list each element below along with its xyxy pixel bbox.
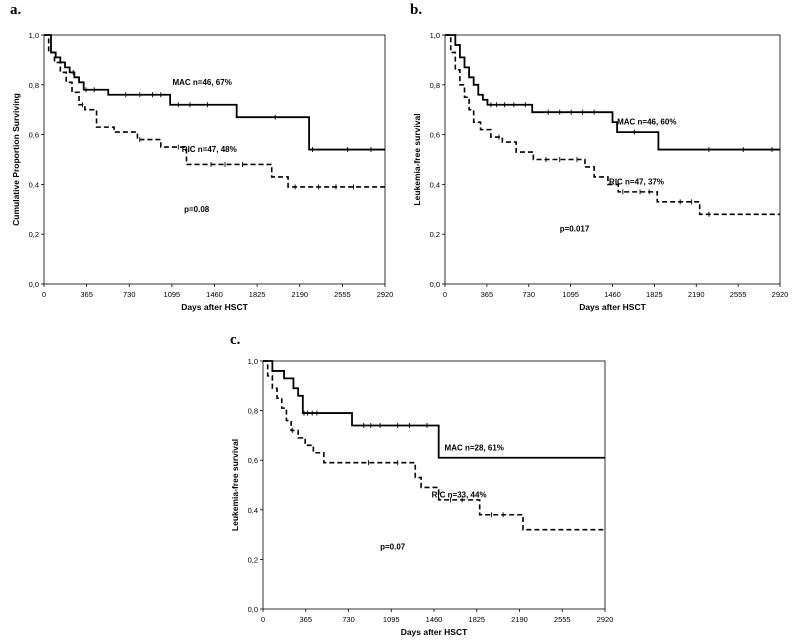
ric-survival-line bbox=[445, 34, 780, 216]
ric-survival-line bbox=[263, 360, 605, 531]
y-tick-label: 0,2 bbox=[29, 230, 39, 239]
x-tick-label: 1460 bbox=[426, 615, 443, 624]
plot-frame bbox=[262, 360, 606, 610]
y-tick-label: 0,4 bbox=[29, 180, 39, 189]
y-tick-label: 0,6 bbox=[248, 456, 258, 465]
series-label: RIC n=47, 48% bbox=[182, 145, 237, 154]
panel-label: c. bbox=[230, 332, 241, 348]
x-tick-label: 2190 bbox=[688, 290, 705, 299]
x-tick-label: 1095 bbox=[164, 290, 181, 299]
x-tick-label: 1825 bbox=[249, 290, 266, 299]
km-chart-b: 0 365 730 1095 1460 1825 2190 2555 2920 0,0 0,2 0,4… bbox=[412, 31, 789, 312]
y-tick-label: 0,2 bbox=[248, 555, 258, 564]
mac-survival-line bbox=[263, 360, 605, 459]
x-tick-label: 365 bbox=[481, 290, 494, 299]
y-tick-label: 0,6 bbox=[29, 131, 39, 140]
x-tick-label: 1095 bbox=[383, 615, 400, 624]
x-tick-label: 1460 bbox=[604, 290, 621, 299]
x-axis-label: Days after HSCT bbox=[579, 302, 646, 312]
series-label: MAC n=46, 60% bbox=[617, 118, 676, 127]
km-chart-c: 0 365 730 1095 1460 1825 2190 2555 2920 0,0 0,2 0,4… bbox=[230, 357, 614, 637]
x-tick-label: 1460 bbox=[206, 290, 223, 299]
y-tick-label: 0,8 bbox=[430, 81, 440, 90]
chart-panel-c: c. 0 365 730 1095 1460 1825 2190 2555 2920 0,0 0,2… bbox=[220, 322, 620, 644]
x-tick-label: 2920 bbox=[377, 290, 394, 299]
y-tick-label: 0,0 bbox=[29, 280, 39, 289]
x-tick-label: 2555 bbox=[334, 290, 351, 299]
y-tick-label: 0,6 bbox=[430, 131, 440, 140]
y-tick-label: 0,8 bbox=[29, 81, 39, 90]
chart-panel-a: a. 0 365 730 1095 1460 1825 2190 2555 2920 0,0 0,2… bbox=[0, 0, 400, 322]
x-tick-label: 1825 bbox=[646, 290, 663, 299]
y-axis-label: Leukemia-free survival bbox=[230, 439, 240, 531]
x-tick-label: 2190 bbox=[511, 615, 528, 624]
x-tick-label: 2555 bbox=[554, 615, 571, 624]
p-value-label: p=0.07 bbox=[380, 542, 406, 551]
panel-label: a. bbox=[10, 2, 22, 18]
y-axis-label: Cumulative Proportion Surviving bbox=[11, 93, 21, 226]
x-tick-label: 2555 bbox=[730, 290, 747, 299]
y-axis-label: Leukemia-free survival bbox=[412, 113, 422, 205]
p-value-label: p=0.017 bbox=[560, 225, 590, 234]
y-tick-label: 1,0 bbox=[430, 31, 440, 40]
x-tick-label: 1095 bbox=[562, 290, 579, 299]
x-tick-label: 0 bbox=[42, 290, 46, 299]
x-tick-label: 365 bbox=[80, 290, 93, 299]
x-tick-label: 730 bbox=[522, 290, 535, 299]
chart-panel-b: b. 0 365 730 1095 1460 1825 2190 2555 2920 0,0 0,2… bbox=[400, 0, 800, 322]
series-label: MAC n=28, 61% bbox=[445, 443, 504, 452]
series-label: MAC n=46, 67% bbox=[172, 78, 231, 87]
y-tick-label: 0,2 bbox=[430, 230, 440, 239]
series-label: RIC n=33, 44% bbox=[432, 490, 487, 499]
x-tick-label: 365 bbox=[299, 615, 312, 624]
panel-label: b. bbox=[410, 2, 423, 18]
x-axis-label: Days after HSCT bbox=[181, 302, 248, 312]
series-label: RIC n=47, 37% bbox=[609, 177, 664, 186]
plot-frame bbox=[43, 34, 386, 285]
y-tick-label: 1,0 bbox=[248, 357, 258, 366]
x-tick-label: 2190 bbox=[291, 290, 308, 299]
y-tick-label: 0,4 bbox=[248, 506, 258, 515]
x-tick-label: 730 bbox=[342, 615, 355, 624]
y-tick-label: 0,0 bbox=[248, 605, 258, 614]
y-tick-label: 1,0 bbox=[29, 31, 39, 40]
plot-frame bbox=[444, 34, 781, 285]
x-tick-label: 730 bbox=[123, 290, 136, 299]
x-tick-label: 2920 bbox=[597, 615, 614, 624]
x-tick-label: 0 bbox=[261, 615, 265, 624]
km-chart-a: 0 365 730 1095 1460 1825 2190 2555 2920 0,0 0,2 0,4… bbox=[11, 31, 394, 312]
x-axis-label: Days after HSCT bbox=[401, 627, 468, 637]
mac-survival-line bbox=[44, 34, 385, 151]
p-value-label: p=0.08 bbox=[184, 205, 210, 214]
x-tick-label: 1825 bbox=[468, 615, 485, 624]
y-tick-label: 0,4 bbox=[430, 180, 440, 189]
ric-survival-line bbox=[44, 34, 385, 188]
mac-survival-line bbox=[445, 34, 780, 151]
x-tick-label: 2920 bbox=[772, 290, 789, 299]
y-tick-label: 0,8 bbox=[248, 407, 258, 416]
x-tick-label: 0 bbox=[443, 290, 447, 299]
y-tick-label: 0,0 bbox=[430, 280, 440, 289]
